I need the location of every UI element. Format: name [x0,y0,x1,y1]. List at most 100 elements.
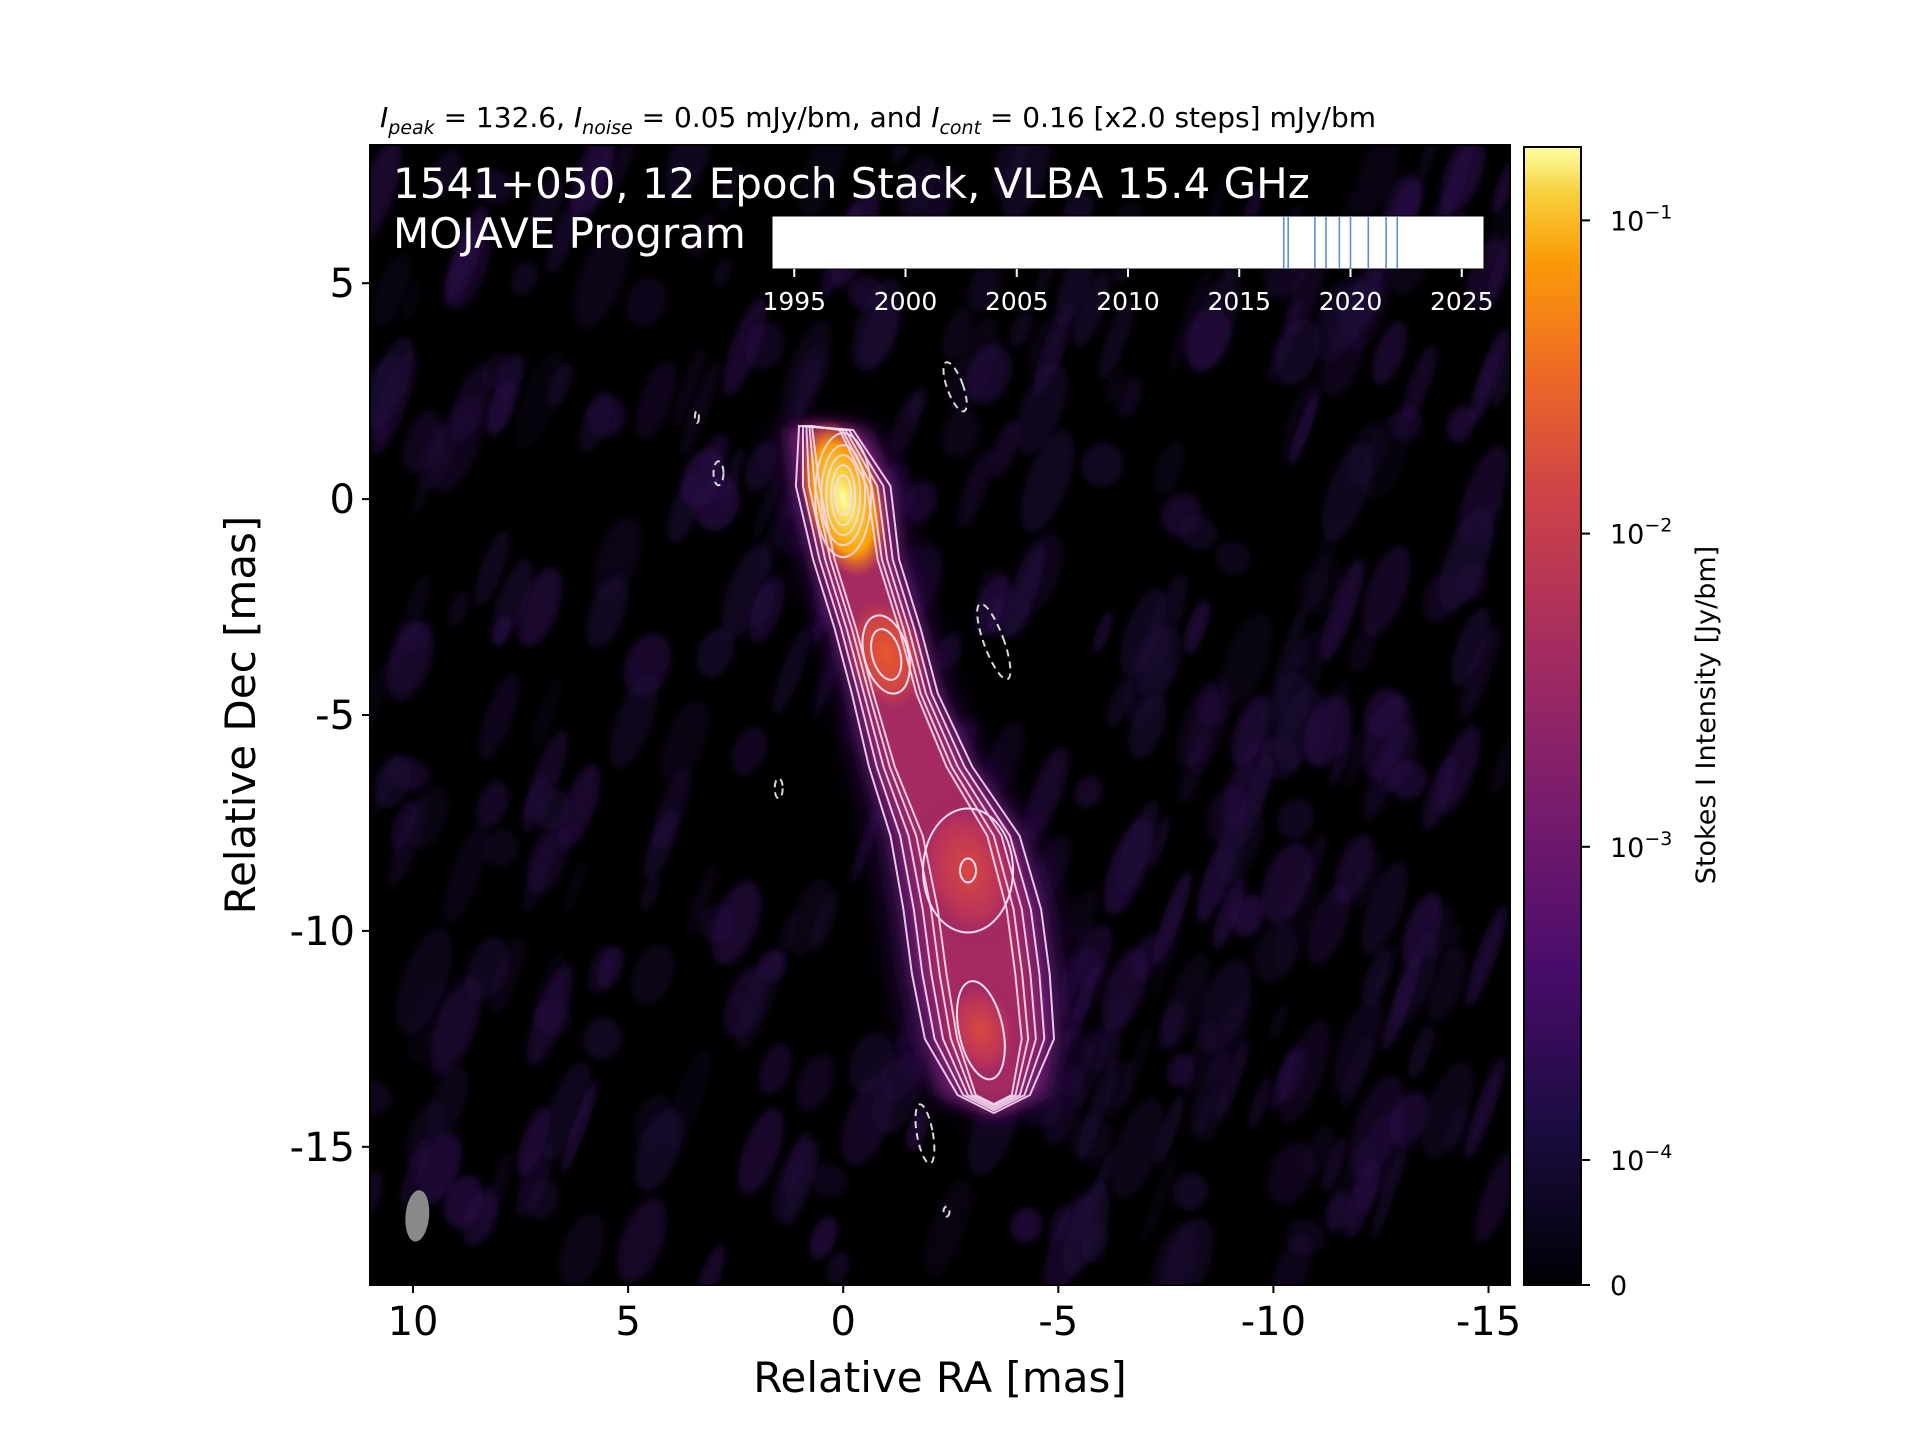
noise-patch [664,145,712,201]
contour-line [834,474,853,517]
noise-patch [1092,610,1113,655]
noise-patch [1081,442,1124,488]
contour-line [922,807,1014,934]
timeline-tick-label: 2015 [1207,287,1271,316]
noise-patch [692,1243,726,1285]
noise-patch [851,278,903,372]
noise-patch [479,673,519,760]
noise-patch [534,788,570,831]
epoch-year-ticks: 1995 2000 2005 2010 2015 2020 2025 [762,269,1494,316]
noise-patch [1402,892,1443,968]
noise-patch [940,409,980,459]
x-axis-label: Relative RA [mas] [753,1353,1127,1402]
noise-patch [407,979,452,1065]
noise-patch [1439,923,1461,963]
noise-patch [1333,996,1382,1096]
x-tick-label: 5 [615,1299,640,1345]
noise-patch [1360,414,1409,500]
noise-patch [533,1000,572,1035]
noise-patch [1020,429,1075,533]
noise-patch [891,145,912,165]
noise-patch [744,322,784,370]
jet-knot [939,976,1023,1085]
noise-patch [1338,280,1378,337]
timeline-tick-label: 1995 [762,287,826,316]
peak-value: = 132.6, [435,101,574,134]
noise-patch [1304,564,1329,610]
noise-patch [736,951,781,1051]
x-tick-label: -10 [1241,1299,1306,1345]
noise-patch [1427,946,1467,1024]
noise-patch [652,768,691,850]
noise-patch [609,673,659,769]
epoch-timeline-box [771,215,1485,270]
noise-patch [529,176,564,235]
noise-patch [1492,160,1510,215]
cont-value: = 0.16 [x2.0 steps] mJy/bm [981,101,1376,134]
noise-patch [1120,588,1166,677]
noise-patch [759,1043,792,1096]
beam-shape [405,1190,430,1242]
noise-patch [1382,954,1421,1051]
noise-patch [1183,599,1210,654]
y-tick-label: 5 [330,261,355,307]
noise-patch [1154,1094,1184,1166]
noise-patch [1464,1056,1506,1160]
epoch-markers [1282,216,1399,269]
noise-patch [373,756,411,808]
colorbar-tick-label: 0 [1610,1271,1627,1302]
noise-patch [443,822,490,924]
chart-subtitle: MOJAVE Program [393,209,746,258]
noise-patch [370,1079,392,1116]
noise-patch [1328,1137,1375,1236]
y-tick-label: -15 [290,1125,355,1171]
noise-patch [1465,905,1508,1008]
colorbar-label: Stokes I Intensity [Jy/bm] [1691,546,1722,884]
noise-patch [713,257,732,289]
noise-patch [526,823,569,895]
negative-contour [942,1205,951,1218]
noise-patch [400,1137,430,1206]
contour-line [830,464,857,527]
noise-patch [753,471,781,539]
noise-patch [1172,1172,1208,1211]
noise-patch [430,976,482,1076]
noise-patch [681,448,725,508]
noise-patch [411,424,449,519]
noise-patch [475,530,510,607]
noise-patch [1081,1222,1108,1263]
noise-patch [1328,678,1350,721]
noise-patch [516,1106,550,1177]
noise-patch [395,928,453,1034]
noise-patch [1106,677,1132,729]
noise-patch [571,145,615,218]
noise-patch [1388,760,1428,800]
noise-patch [476,780,509,828]
negative-contour [773,777,784,800]
contour-line [861,614,911,695]
noise-patch [1000,145,1050,220]
noise-patch [1268,1140,1314,1206]
noise-patch [489,937,525,1015]
noise-patch [1269,1002,1289,1042]
noise-patch [1275,319,1321,386]
noise-patch [597,946,624,991]
y-tick-label: 0 [330,477,355,523]
noise-patch [1074,775,1102,809]
noise-patch [1361,861,1408,956]
noise-patch [1491,728,1510,796]
noise-patch [1099,298,1134,380]
noise-patch [617,1197,667,1283]
noise-patch [957,448,994,529]
noise-patch [731,726,767,776]
noise-patch [511,261,538,296]
noise-patch [987,597,1005,633]
noise-patch [402,410,443,473]
noise-patch [583,1017,622,1060]
colorbar [1523,146,1582,1286]
jet-knot [910,791,1026,950]
noise-patch [1248,1076,1273,1130]
noise-patch [1459,624,1500,720]
negative-contours [693,361,1012,1218]
noise-patch [810,890,840,951]
